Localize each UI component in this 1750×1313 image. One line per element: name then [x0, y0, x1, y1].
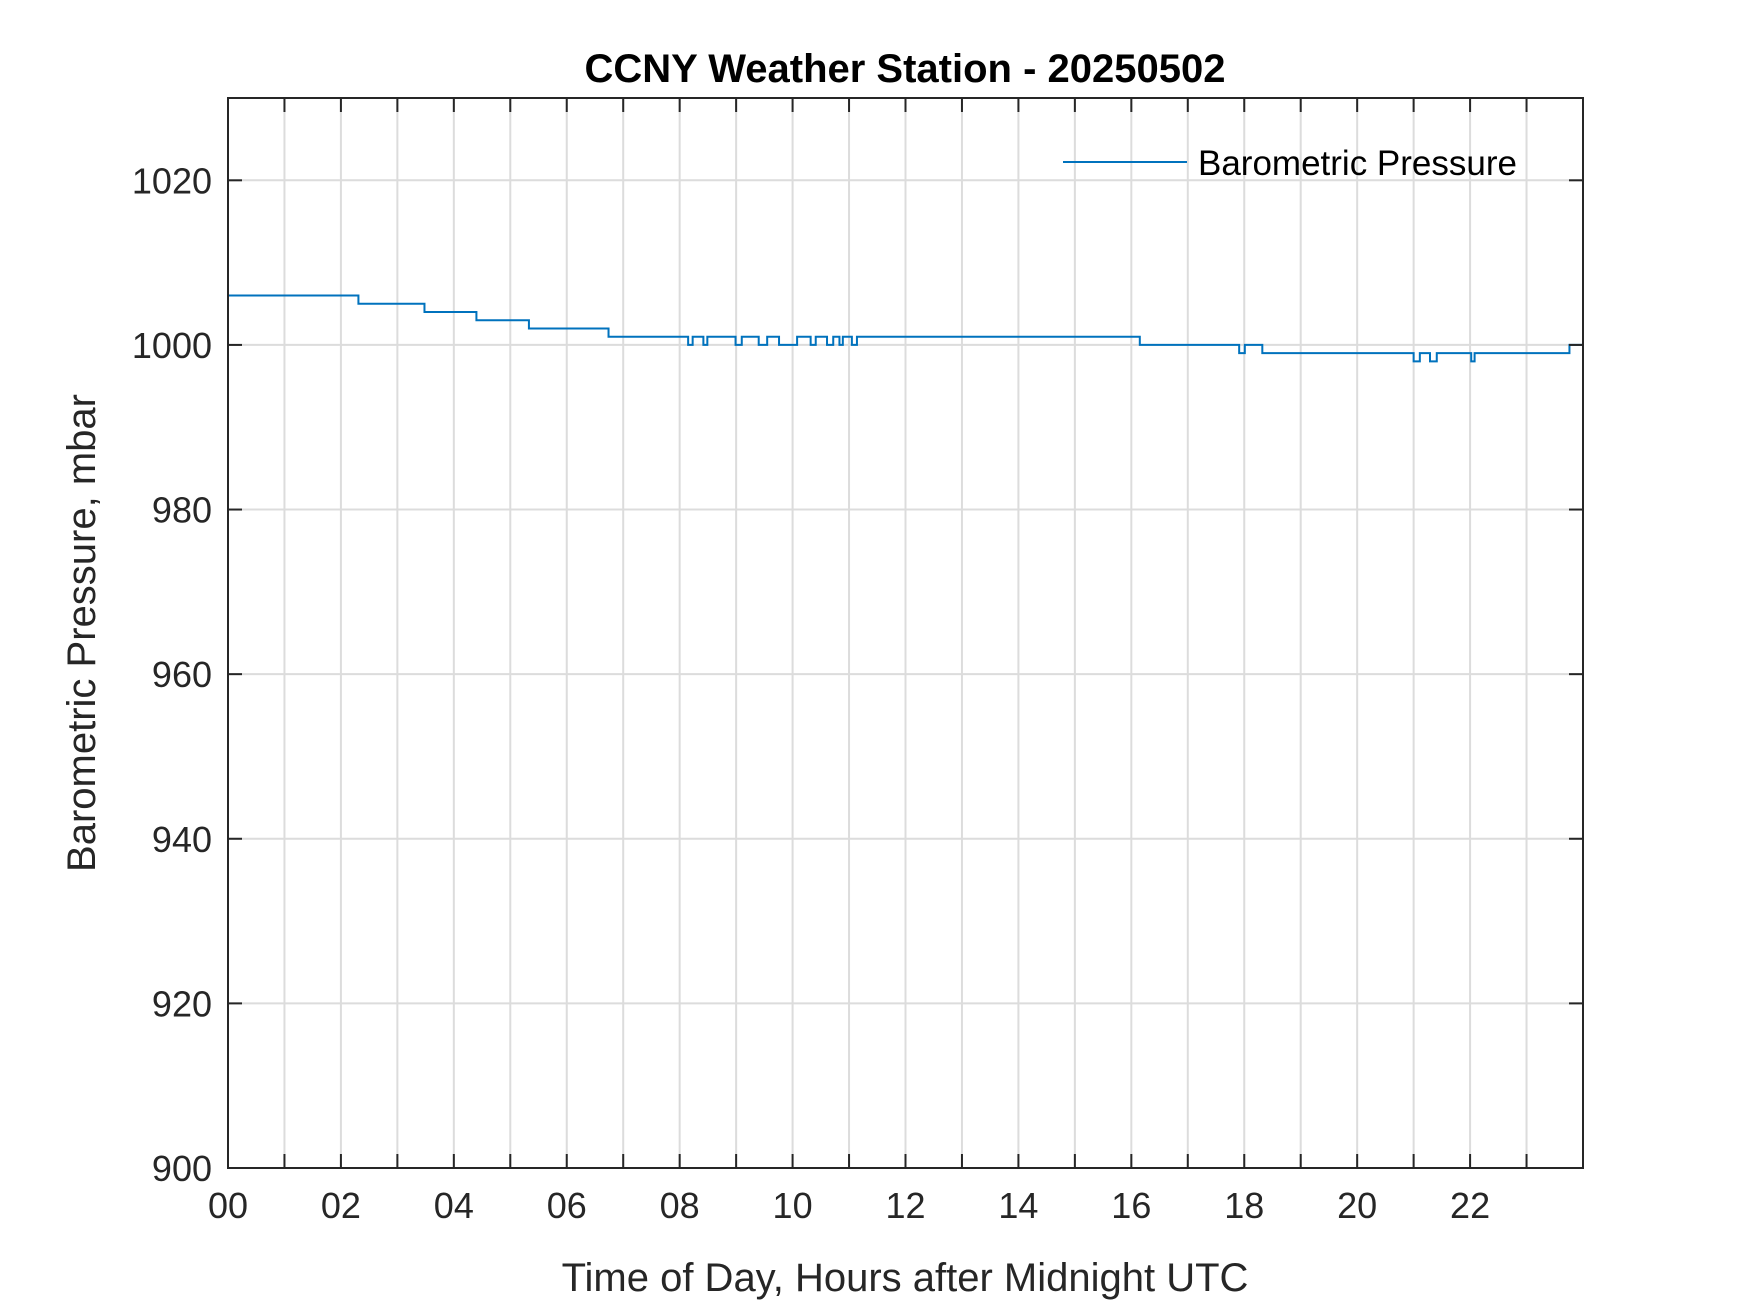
x-tick-label: 12	[885, 1185, 925, 1226]
ticks	[228, 98, 1583, 1169]
y-tick-label: 940	[152, 819, 212, 860]
y-tick-label: 900	[152, 1148, 212, 1189]
y-tick-label: 1020	[132, 160, 212, 201]
y-tick-label: 920	[152, 983, 212, 1024]
x-tick-label: 02	[321, 1185, 361, 1226]
x-tick-label: 14	[998, 1185, 1038, 1226]
x-tick-label: 16	[1111, 1185, 1151, 1226]
chart-title: CCNY Weather Station - 20250502	[585, 47, 1226, 91]
grid	[228, 98, 1583, 1168]
y-tick-label: 1000	[132, 325, 212, 366]
legend: Barometric Pressure	[1063, 144, 1517, 183]
series-layer	[228, 294, 1583, 363]
legend-label-barometric-pressure: Barometric Pressure	[1198, 144, 1517, 183]
y-axis-label: Barometric Pressure, mbar	[60, 394, 104, 872]
x-tick-label: 04	[434, 1185, 474, 1226]
x-tick-label: 00	[208, 1185, 248, 1226]
y-tick-label: 980	[152, 490, 212, 531]
x-tick-label: 06	[547, 1185, 587, 1226]
x-tick-labels: 00 02 04 06 08 10 12 14 16 18 20 22	[208, 1185, 1490, 1226]
x-tick-label: 20	[1337, 1185, 1377, 1226]
y-tick-labels: 900 920 940 960 980 1000 1020	[132, 160, 212, 1189]
x-tick-label: 08	[660, 1185, 700, 1226]
x-axis-label: Time of Day, Hours after Midnight UTC	[562, 1256, 1249, 1300]
x-tick-label: 22	[1450, 1185, 1490, 1226]
x-tick-label: 10	[773, 1185, 813, 1226]
y-tick-label: 960	[152, 654, 212, 695]
x-tick-label: 18	[1224, 1185, 1264, 1226]
series-line-barometric-pressure	[228, 294, 1583, 363]
